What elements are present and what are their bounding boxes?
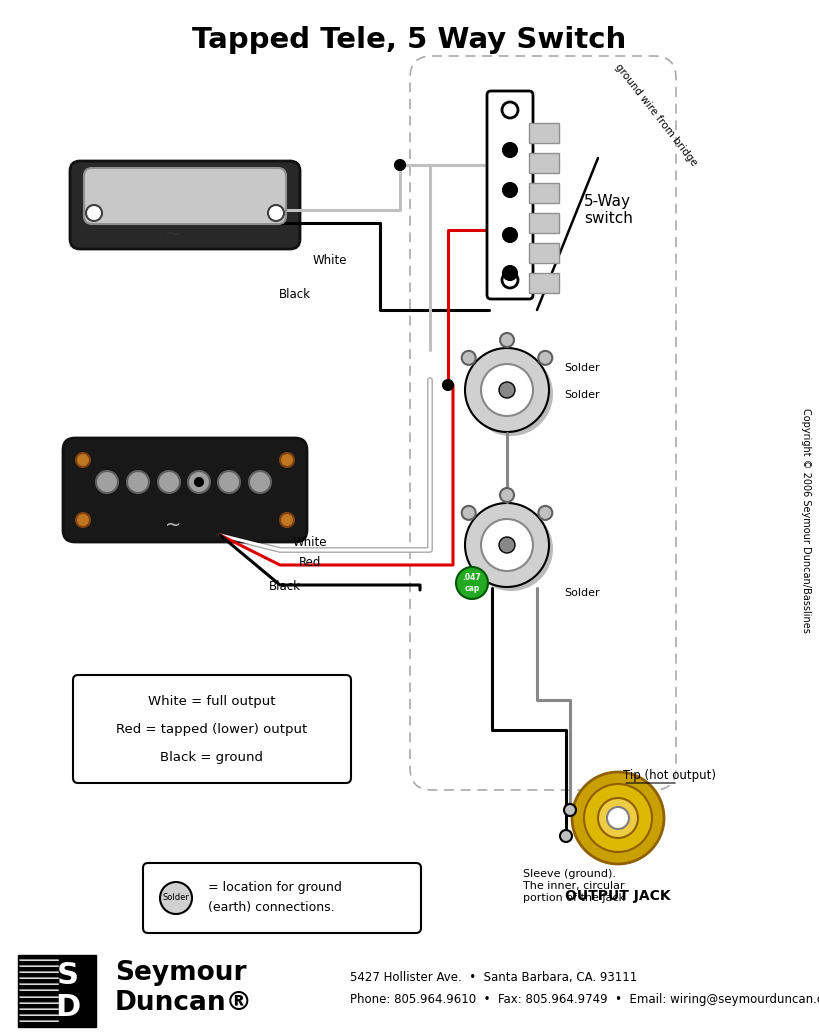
- Text: Solder: Solder: [162, 893, 189, 902]
- Circle shape: [218, 471, 240, 493]
- FancyBboxPatch shape: [63, 438, 307, 542]
- Text: White = full output: White = full output: [148, 695, 276, 709]
- Text: Sleeve (ground).
The inner, circular
portion of the jack: Sleeve (ground). The inner, circular por…: [523, 869, 625, 902]
- Circle shape: [538, 506, 552, 520]
- Circle shape: [76, 453, 90, 467]
- Circle shape: [481, 364, 533, 416]
- Circle shape: [96, 471, 118, 493]
- Text: 5-Way
switch: 5-Way switch: [584, 194, 633, 226]
- Bar: [529, 123, 559, 143]
- Text: Red = tapped (lower) output: Red = tapped (lower) output: [116, 723, 308, 737]
- Text: Tapped Tele, 5 Way Switch: Tapped Tele, 5 Way Switch: [192, 26, 626, 54]
- Text: Solder: Solder: [564, 363, 600, 373]
- Text: Duncan®: Duncan®: [115, 990, 253, 1016]
- Circle shape: [564, 804, 576, 816]
- Circle shape: [598, 798, 638, 838]
- Circle shape: [195, 478, 203, 486]
- Circle shape: [395, 160, 405, 170]
- Text: Red: Red: [299, 556, 321, 570]
- Text: White: White: [292, 537, 328, 549]
- Text: .047
cap: .047 cap: [463, 573, 482, 593]
- Bar: [529, 153, 559, 173]
- Circle shape: [500, 333, 514, 347]
- Circle shape: [158, 471, 180, 493]
- Circle shape: [280, 513, 294, 527]
- Text: ~: ~: [165, 516, 181, 535]
- Circle shape: [462, 351, 476, 365]
- Text: Solder: Solder: [564, 390, 600, 400]
- Circle shape: [462, 506, 476, 520]
- Text: ~: ~: [165, 225, 181, 243]
- Circle shape: [188, 471, 210, 493]
- Circle shape: [280, 453, 294, 467]
- Text: Black: Black: [279, 288, 311, 301]
- Text: Solder: Solder: [564, 588, 600, 598]
- Circle shape: [465, 503, 549, 587]
- FancyBboxPatch shape: [487, 91, 533, 299]
- Text: OUTPUT JACK: OUTPUT JACK: [565, 889, 671, 903]
- Circle shape: [127, 471, 149, 493]
- Circle shape: [443, 380, 453, 390]
- Text: = location for ground: = location for ground: [208, 882, 342, 894]
- Bar: [529, 213, 559, 233]
- Circle shape: [560, 830, 572, 842]
- Bar: [18, 955, 96, 1027]
- FancyBboxPatch shape: [84, 168, 286, 224]
- Circle shape: [160, 882, 192, 914]
- FancyBboxPatch shape: [70, 161, 300, 249]
- Text: Black = ground: Black = ground: [161, 751, 264, 765]
- Circle shape: [86, 205, 102, 221]
- Text: Tip (hot output): Tip (hot output): [623, 770, 716, 782]
- Text: Seymour: Seymour: [115, 960, 247, 986]
- Circle shape: [499, 382, 515, 398]
- Text: S: S: [57, 960, 79, 989]
- FancyBboxPatch shape: [73, 675, 351, 783]
- Circle shape: [268, 205, 284, 221]
- Circle shape: [503, 266, 517, 280]
- Bar: [529, 243, 559, 263]
- Text: 5427 Hollister Ave.  •  Santa Barbara, CA. 93111: 5427 Hollister Ave. • Santa Barbara, CA.…: [350, 971, 637, 983]
- Circle shape: [607, 807, 629, 829]
- Circle shape: [465, 348, 549, 432]
- Circle shape: [481, 519, 533, 571]
- Text: Copyright © 2006 Seymour Duncan/Basslines: Copyright © 2006 Seymour Duncan/Bassline…: [801, 407, 811, 632]
- Text: (earth) connections.: (earth) connections.: [208, 901, 335, 915]
- Circle shape: [502, 272, 518, 288]
- Circle shape: [469, 507, 553, 591]
- Text: Black: Black: [269, 580, 301, 594]
- Bar: [529, 183, 559, 203]
- Circle shape: [572, 772, 664, 864]
- Text: D: D: [56, 992, 80, 1021]
- Circle shape: [584, 784, 652, 852]
- Text: ground wire from bridge: ground wire from bridge: [613, 62, 699, 168]
- Circle shape: [249, 471, 271, 493]
- Circle shape: [76, 513, 90, 527]
- Circle shape: [538, 351, 552, 365]
- Circle shape: [503, 183, 517, 197]
- Circle shape: [500, 488, 514, 502]
- Circle shape: [456, 567, 488, 599]
- Circle shape: [503, 143, 517, 157]
- Circle shape: [469, 352, 553, 436]
- Bar: [529, 274, 559, 293]
- Circle shape: [502, 102, 518, 118]
- Text: White: White: [313, 254, 347, 266]
- Text: Phone: 805.964.9610  •  Fax: 805.964.9749  •  Email: wiring@seymourduncan.com: Phone: 805.964.9610 • Fax: 805.964.9749 …: [350, 994, 819, 1007]
- Circle shape: [503, 228, 517, 242]
- Circle shape: [499, 537, 515, 553]
- FancyBboxPatch shape: [143, 863, 421, 933]
